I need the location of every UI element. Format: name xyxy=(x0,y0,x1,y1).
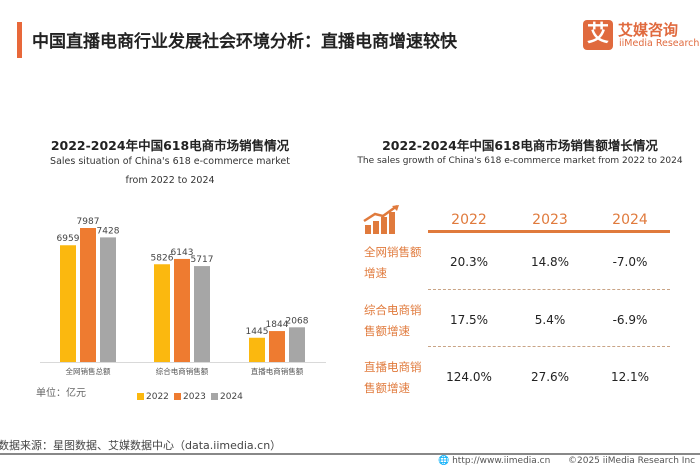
data-label: 7987 xyxy=(77,217,100,227)
footer-url[interactable]: 🌐 http://www.iimedia.cn xyxy=(438,456,551,466)
bar-2023 xyxy=(174,258,190,362)
unit-label: 单位：亿元 xyxy=(36,388,86,399)
row-label: 全网销售额增速 xyxy=(364,245,422,280)
title-accent-bar xyxy=(17,22,22,58)
bar-2023 xyxy=(269,331,285,362)
page-title: 中国直播电商行业发展社会环境分析：直播电商增速较快 xyxy=(32,32,457,52)
table-cell: 17.5% xyxy=(449,313,489,327)
row-divider xyxy=(428,346,670,347)
data-label: 1844 xyxy=(266,320,289,330)
legend-2022: 2022 xyxy=(137,392,169,402)
category-label: 直播电商销售额 xyxy=(251,366,304,376)
table-cell: 20.3% xyxy=(449,255,489,269)
data-label: 5826 xyxy=(151,253,174,263)
bar-2022 xyxy=(154,264,170,362)
col-header-2023: 2023 xyxy=(532,212,568,228)
table-title: 2022-2024年中国618电商市场销售额增长情况 xyxy=(382,138,658,153)
data-label: 2068 xyxy=(286,316,309,326)
data-label: 1445 xyxy=(246,327,269,337)
category-label: 综合电商销售额 xyxy=(156,366,209,376)
logo-text-en: iiMedia Research xyxy=(619,38,700,49)
bar-chart-title: 2022-2024年中国618电商市场销售情况 xyxy=(50,138,290,153)
col-header-2022: 2022 xyxy=(451,212,487,228)
category-label: 全网销售总额 xyxy=(66,366,111,376)
table-cell: -6.9% xyxy=(612,313,648,327)
bar-2024 xyxy=(194,266,210,362)
table-cell: 124.0% xyxy=(446,370,492,384)
data-label: 5717 xyxy=(191,255,214,265)
data-label: 7428 xyxy=(97,226,120,236)
legend-2023: 2023 xyxy=(174,392,206,402)
data-label: 6959 xyxy=(57,234,80,244)
row-label: 直播电商销售额增速 xyxy=(364,360,422,395)
legend-2024: 2024 xyxy=(211,392,243,402)
chart-legend: 2022 2023 2024 xyxy=(137,384,243,403)
bar-chart-subtitle: Sales situation of China's 618 e-commerc… xyxy=(50,156,290,167)
row-label: 综合电商销售额增速 xyxy=(364,303,422,338)
bar-2024 xyxy=(100,237,116,362)
table-cell: 5.4% xyxy=(534,313,566,327)
source-note: 数据来源：星图数据、艾媒数据中心（data.iimedia.cn） xyxy=(0,439,282,452)
globe-icon: 🌐 xyxy=(438,456,450,466)
bar-2023 xyxy=(80,228,96,362)
logo-text-cn: 艾媒咨询 xyxy=(618,21,679,39)
footer-rule xyxy=(0,453,700,455)
bar-chart-subtitle-2: from 2022 to 2024 xyxy=(125,175,215,186)
table-cell: -7.0% xyxy=(612,255,648,269)
bar-2022 xyxy=(60,245,76,362)
table-cell: 14.8% xyxy=(530,255,570,269)
table-cell: 12.1% xyxy=(610,370,650,384)
copyright: ©2025 iiMedia Research Inc xyxy=(568,456,696,466)
header-rule xyxy=(428,230,670,233)
col-header-2024: 2024 xyxy=(612,212,648,228)
row-divider xyxy=(428,289,670,290)
data-label: 6143 xyxy=(171,248,194,258)
growth-chart-icon xyxy=(363,205,399,234)
bar-2024 xyxy=(289,327,305,362)
logo-mark: 艾 xyxy=(583,20,613,50)
table-cell: 27.6% xyxy=(530,370,570,384)
table-subtitle: The sales growth of China's 618 e-commer… xyxy=(357,156,683,166)
bar-2022 xyxy=(249,337,265,362)
